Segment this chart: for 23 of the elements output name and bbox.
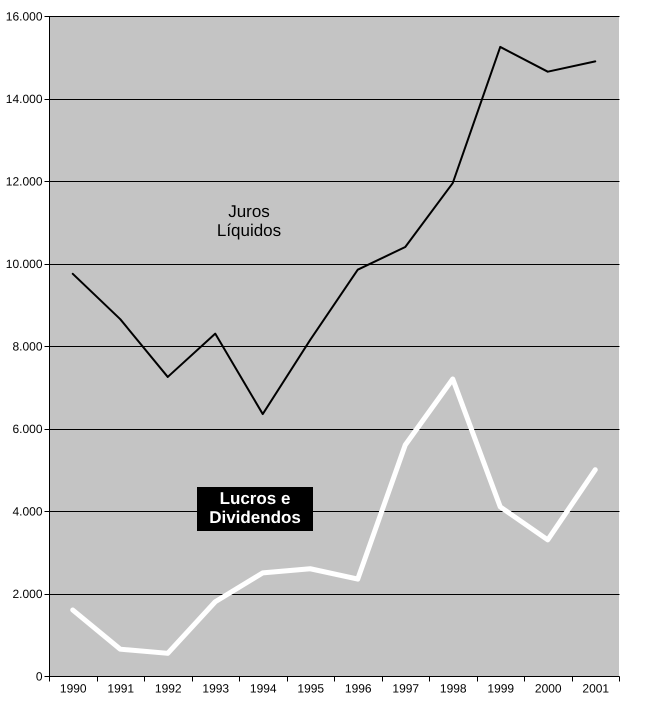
x-tick-label: 1996 bbox=[344, 682, 372, 696]
x-tick-label: 1997 bbox=[392, 682, 420, 696]
x-tick-label: 2000 bbox=[534, 682, 562, 696]
y-tick-label: 6.000 bbox=[12, 422, 43, 436]
y-tick-label: 10.000 bbox=[6, 257, 43, 271]
x-tick-label: 1993 bbox=[202, 682, 230, 696]
y-tick-label: 14.000 bbox=[6, 92, 43, 106]
y-tick-label: 12.000 bbox=[6, 174, 43, 188]
x-tick-label: 2001 bbox=[582, 682, 610, 696]
text: Juros Líquidos bbox=[216, 202, 282, 240]
y-tick-label: 2.000 bbox=[12, 587, 43, 601]
y-tick-label: 4.000 bbox=[12, 504, 43, 518]
x-tick-label: 1998 bbox=[440, 682, 467, 696]
y-tick-label: 8.000 bbox=[12, 340, 43, 354]
x-tick-label: 1999 bbox=[487, 682, 514, 696]
x-tick-label: 1995 bbox=[297, 682, 324, 696]
x-tick-label: 1991 bbox=[107, 682, 134, 696]
y-tick-label: 0 bbox=[36, 670, 43, 684]
x-tick-label: 1994 bbox=[250, 682, 277, 696]
x-tick-label: 1990 bbox=[60, 682, 87, 696]
y-tick-label: 16.000 bbox=[6, 10, 43, 24]
x-tick-label: 1992 bbox=[154, 682, 182, 696]
text: Lucros e Dividendos bbox=[209, 489, 301, 527]
